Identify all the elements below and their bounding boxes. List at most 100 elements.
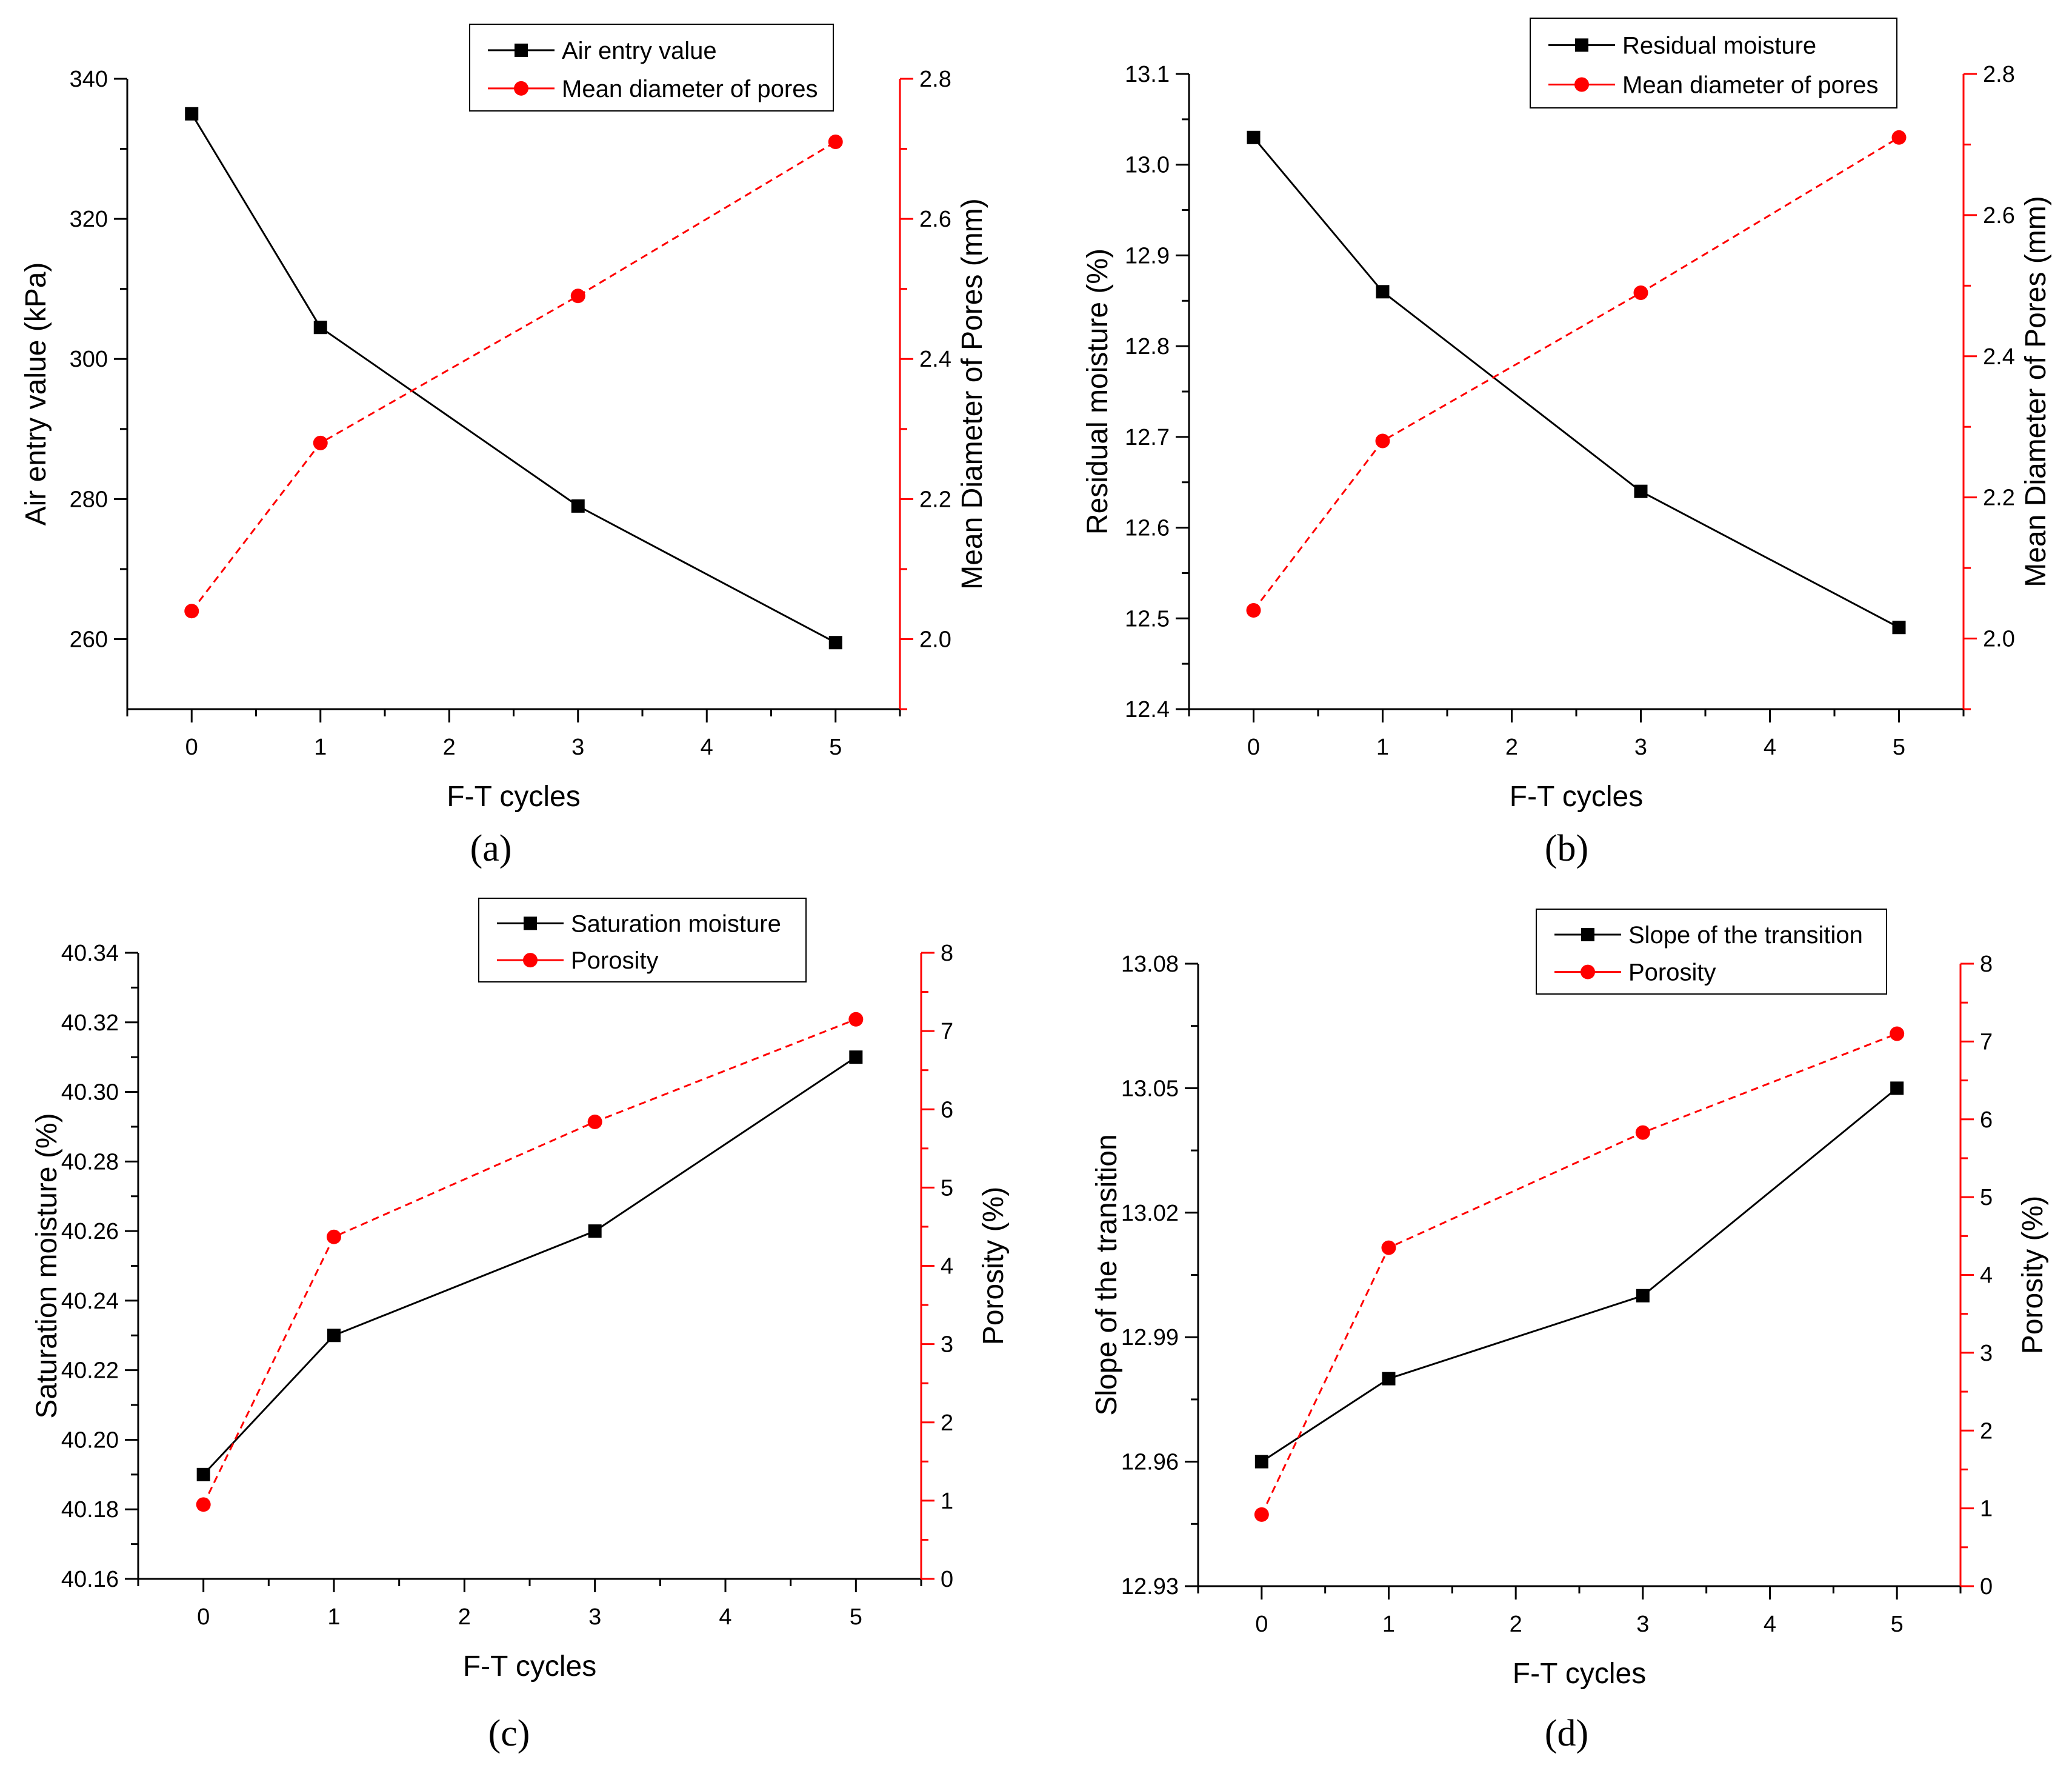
panel-label: (d)	[1545, 1713, 1588, 1754]
x-tick-label: 1	[1382, 1612, 1395, 1637]
legend-label: Porosity	[1628, 959, 1716, 986]
y2-axis-title: Mean Diameter of Pores (mm)	[956, 198, 988, 590]
x-tick-label: 5	[1891, 1612, 1904, 1637]
x-tick-label: 2	[1505, 735, 1518, 760]
y2-tick-label: 3	[1980, 1341, 1993, 1366]
y2-axis-title: Mean Diameter of Pores (mm)	[2020, 196, 2052, 587]
y2-tick-label: 6	[941, 1097, 953, 1123]
y-tick-label: 40.16	[61, 1567, 119, 1592]
panel-b: 0 1 2 3 4 5 12.4 12.5 12.6 12.7 12.8 12.9 13.0 13.1 2.…	[1082, 18, 2052, 869]
y2-tick-label: 2.8	[919, 67, 951, 92]
y2-axis-title: Porosity (%)	[2017, 1196, 2049, 1354]
panel-c: 0 1 2 3 4 5 40.16 40.18 40.20 40.22 40.24 40.26 40.2…	[31, 898, 1010, 1754]
data-point-circle	[570, 289, 585, 304]
data-point-square	[313, 321, 327, 335]
y2-tick-label: 4	[1980, 1263, 1993, 1289]
y-tick-label: 13.1	[1125, 62, 1170, 87]
legend-label: Mean diameter of pores	[562, 76, 818, 102]
data-point-circle	[313, 435, 328, 450]
x-tick-label: 2	[443, 735, 456, 760]
series-line-secondary	[1253, 136, 1900, 611]
x-tick-label: 1	[314, 735, 327, 760]
series-line-secondary	[202, 1018, 856, 1505]
legend-marker-square	[1581, 928, 1594, 941]
x-tick-label: 0	[185, 735, 198, 760]
y2-tick-label: 2.0	[1983, 627, 2015, 652]
data-point-square	[1376, 285, 1390, 299]
series-line-primary	[190, 113, 836, 644]
data-point-circle	[1633, 285, 1648, 300]
panel-label: (c)	[488, 1713, 530, 1754]
legend-marker-square	[1575, 38, 1588, 52]
x-tick-label: 0	[1247, 735, 1260, 760]
x-tick-label: 5	[1893, 735, 1905, 760]
y2-tick-label: 7	[1980, 1029, 1993, 1055]
data-point-square	[571, 499, 585, 513]
x-tick-label: 2	[458, 1604, 471, 1630]
y-tick-label: 260	[70, 627, 108, 652]
y2-tick-label: 8	[1980, 952, 1993, 977]
y2-tick-label: 8	[941, 941, 953, 966]
data-point-circle	[1254, 1507, 1269, 1522]
series-line-primary	[202, 1056, 857, 1475]
data-point-square	[828, 636, 842, 650]
x-tick-label: 2	[1510, 1612, 1522, 1637]
data-point-circle	[828, 135, 843, 149]
legend-label: Slope of the transition	[1628, 922, 1863, 949]
y-tick-label: 12.6	[1125, 516, 1170, 541]
y2-tick-label: 2	[941, 1410, 953, 1436]
legend-marker-circle	[523, 953, 538, 968]
series-line-secondary	[1261, 1033, 1897, 1515]
y2-tick-label: 2.6	[919, 207, 951, 232]
y2-tick-label: 0	[941, 1567, 953, 1592]
y2-tick-label: 2.2	[919, 487, 951, 512]
x-tick-label: 4	[1764, 1612, 1776, 1637]
legend-marker-circle	[1574, 77, 1589, 92]
y2-tick-label: 2.8	[1983, 62, 2015, 87]
panel-label: (b)	[1545, 828, 1588, 869]
legend-marker-square	[524, 916, 537, 930]
y-tick-label: 13.0	[1125, 153, 1170, 178]
y-tick-label: 340	[70, 67, 108, 92]
legend-label: Residual moisture	[1622, 32, 1816, 59]
panel-a: 0 1 2 3 4 5 260 280 300 320 340 2.0 2.2 2.4 2.6 2.8 F-T …	[20, 24, 988, 869]
y-tick-label: 40.18	[61, 1497, 119, 1523]
data-point-circle	[1246, 602, 1261, 618]
x-tick-label: 5	[829, 735, 842, 760]
x-tick-label: 5	[850, 1604, 862, 1630]
y2-tick-label: 2	[1980, 1418, 1993, 1444]
data-point-circle	[196, 1497, 211, 1512]
legend: Air entry value Mean diameter of pores	[469, 24, 834, 112]
y2-tick-label: 5	[1980, 1185, 1993, 1210]
legend-label: Air entry value	[562, 38, 717, 64]
y2-axis-title: Porosity (%)	[978, 1187, 1010, 1345]
y-tick-label: 12.8	[1125, 334, 1170, 359]
x-tick-label: 3	[588, 1604, 601, 1630]
y-tick-label: 12.93	[1121, 1574, 1179, 1600]
data-point-circle	[1890, 1026, 1905, 1041]
data-point-circle	[1891, 130, 1907, 145]
data-point-square	[185, 107, 199, 121]
data-point-circle	[1635, 1125, 1650, 1140]
y2-tick-label: 6	[1980, 1107, 1993, 1133]
series-line-primary	[1261, 1087, 1898, 1463]
y2-tick-label: 5	[941, 1175, 953, 1201]
data-point-square	[1892, 621, 1906, 635]
y2-tick-label: 7	[941, 1019, 953, 1044]
legend-marker-square	[515, 43, 528, 57]
y2-tick-label: 3	[941, 1332, 953, 1358]
data-point-square	[1636, 1289, 1650, 1303]
y-tick-label: 40.28	[61, 1149, 119, 1175]
y2-tick-label: 2.4	[919, 347, 951, 372]
y2-tick-label: 2.6	[1983, 203, 2015, 229]
y2-tick-label: 1	[941, 1489, 953, 1514]
data-point-circle	[327, 1229, 341, 1244]
legend-marker-circle	[1581, 964, 1595, 979]
series-line-secondary	[191, 141, 836, 612]
y2-tick-label: 2.2	[1983, 485, 2015, 511]
y2-tick-label: 0	[1980, 1574, 1993, 1600]
data-point-square	[588, 1224, 602, 1238]
y-axis-title: Slope of the transition	[1091, 1134, 1123, 1415]
x-axis-title: F-T cycles	[463, 1650, 596, 1683]
